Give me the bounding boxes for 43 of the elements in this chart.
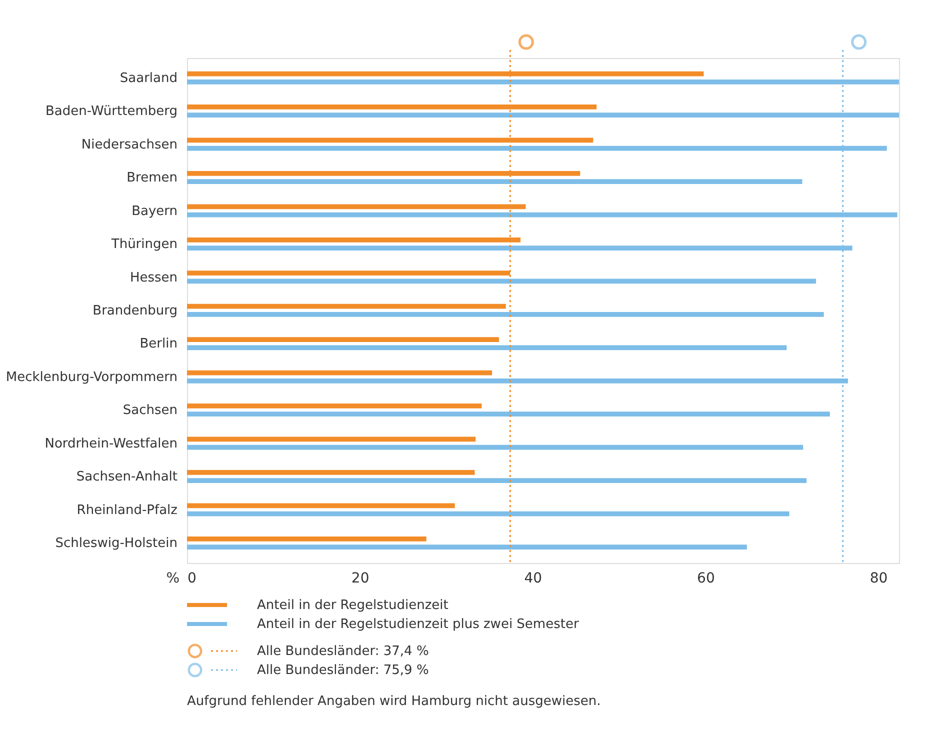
bar bbox=[187, 470, 475, 475]
y-tick-label: Sachsen-Anhalt bbox=[76, 470, 178, 485]
bar bbox=[187, 544, 747, 550]
y-tick-label: Mecklenburg-Vorpommern bbox=[6, 370, 178, 385]
bar bbox=[187, 278, 816, 284]
bar bbox=[187, 370, 492, 376]
y-tick-label: Bremen bbox=[126, 170, 178, 186]
x-tick-label: 40 bbox=[524, 570, 542, 586]
legend-label: Anteil in der Regelstudienzeit bbox=[257, 598, 448, 613]
bar bbox=[187, 304, 506, 309]
legend-label: Anteil in der Regelstudienzeit plus zwei Semester bbox=[257, 617, 580, 632]
y-tick-label: Bayern bbox=[132, 204, 178, 219]
x-tick-label: 80 bbox=[870, 570, 888, 586]
bar bbox=[187, 444, 804, 450]
bar bbox=[187, 536, 426, 542]
text: Aufgrund fehlender Angaben wird Hamburg nicht ausgewiesen. bbox=[187, 694, 601, 709]
bar bbox=[187, 337, 499, 342]
y-tick-label: Hessen bbox=[130, 270, 178, 286]
bar bbox=[187, 312, 824, 317]
bar bbox=[187, 412, 830, 417]
y-tick-label: Niedersachsen bbox=[81, 137, 178, 152]
y-tick-label: Sachsen bbox=[122, 403, 178, 418]
x-tick-label: 60 bbox=[697, 570, 715, 586]
bar bbox=[187, 345, 787, 350]
y-tick-label: Rheinland-Pfalz bbox=[76, 502, 178, 518]
x-axis-title: % bbox=[166, 570, 180, 586]
bar bbox=[187, 436, 476, 442]
bar bbox=[187, 503, 455, 508]
y-tick-label: Schleswig-Holstein bbox=[55, 536, 178, 552]
y-tick-label: Saarland bbox=[120, 70, 178, 86]
y-tick-label: Brandenburg bbox=[92, 304, 178, 318]
y-tick-label: Baden-Württemberg bbox=[46, 104, 178, 120]
y-tick-label: Nordrhein-Westfalen bbox=[44, 436, 178, 452]
bar bbox=[187, 478, 807, 484]
legend-label: Alle Bundesländer: 75,9 % bbox=[257, 663, 429, 678]
bar bbox=[187, 511, 790, 516]
bar bbox=[187, 404, 482, 408]
y-tick-label: Berlin bbox=[140, 336, 178, 352]
legend-label: Alle Bundesländer: 37,4 % bbox=[257, 644, 429, 659]
x-tick-label: 0 bbox=[188, 570, 196, 586]
x-tick-label: 20 bbox=[351, 570, 370, 586]
y-tick-label: Thüringen bbox=[110, 237, 178, 252]
bar bbox=[187, 179, 802, 184]
